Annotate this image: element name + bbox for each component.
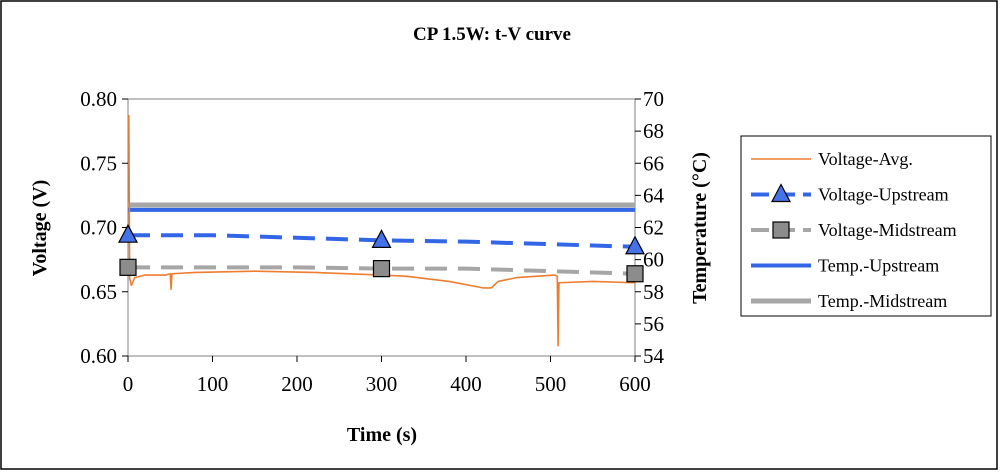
- y-tick-label: 0.80: [80, 87, 117, 111]
- y2-tick-label: 56: [643, 312, 664, 336]
- legend: Voltage-Avg. Voltage-Upstream Voltage-Mids…: [751, 149, 957, 311]
- y-tick-label: 0.60: [80, 344, 117, 368]
- x-tick-label: 500: [535, 372, 567, 396]
- legend-label-voltage-upstream: Voltage-Upstream: [818, 185, 949, 205]
- y2-tick-label: 70: [643, 87, 664, 111]
- x-axis-label: Time (s): [347, 424, 417, 446]
- y2-tick-label: 60: [643, 248, 664, 272]
- y2-tick-label: 64: [643, 183, 665, 207]
- x-tick-label: 100: [197, 372, 229, 396]
- legend-marker-voltage-midstream: [772, 221, 790, 239]
- y2-tick-label: 66: [643, 151, 664, 175]
- plot-area: [127, 98, 636, 357]
- chart-title: CP 1.5W: t-V curve: [413, 24, 571, 45]
- marker-voltage-midstream: [372, 260, 391, 278]
- x-tick-label: 200: [281, 372, 313, 396]
- y-tick-label: 0.65: [80, 280, 117, 304]
- y2-tick-label: 68: [643, 119, 664, 143]
- legend-label-voltage-avg: Voltage-Avg.: [818, 149, 913, 169]
- marker-voltage-midstream: [119, 258, 137, 276]
- y-tick-label: 0.70: [80, 216, 117, 240]
- legend-label-temp-upstream: Temp.-Upstream: [818, 256, 939, 276]
- marker-voltage-upstream: [118, 223, 138, 243]
- legend-label-temp-midstream: Temp.-Midstream: [818, 291, 947, 311]
- series-line-voltage-midstream: [128, 265, 636, 276]
- y-axis-label: Voltage (V): [29, 180, 51, 276]
- marker-voltage-upstream: [371, 229, 392, 248]
- axes: 0.60 0.65 0.70 0.75 0.80 54 56 58 60 62 64 66 68 70 0 1…: [80, 87, 664, 396]
- marker-voltage-upstream: [625, 235, 645, 255]
- y2-axis-label: Temperature (°C): [689, 152, 711, 304]
- x-tick-label: 0: [123, 372, 134, 396]
- legend-label-voltage-midstream: Voltage-Midstream: [818, 220, 957, 240]
- y-tick-label: 0.75: [80, 151, 117, 175]
- series-layer: [118, 114, 645, 347]
- legend-marker-voltage-upstream: [771, 183, 791, 203]
- series-line-voltage-avg: [128, 114, 636, 347]
- x-tick-label: 400: [450, 372, 482, 396]
- series-line-voltage-upstream: [128, 233, 636, 249]
- y2-tick-label: 54: [643, 344, 665, 368]
- x-tick-label: 600: [619, 372, 651, 396]
- x-tick-label: 300: [366, 372, 398, 396]
- y2-tick-label: 62: [643, 216, 664, 240]
- y2-tick-label: 58: [643, 280, 664, 304]
- marker-voltage-midstream: [626, 265, 644, 283]
